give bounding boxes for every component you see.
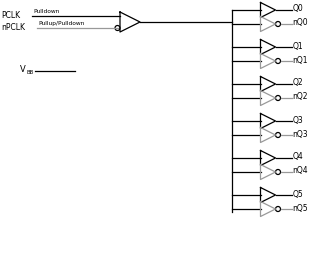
Text: nQ4: nQ4 [293,167,308,175]
Text: nQ5: nQ5 [293,204,308,212]
Text: nQ1: nQ1 [293,56,308,64]
Text: PCLK: PCLK [1,10,20,20]
Circle shape [276,169,281,175]
Text: Pullup/Pulldown: Pullup/Pulldown [38,21,84,26]
Circle shape [276,21,281,27]
Text: V: V [20,66,26,74]
Text: BB: BB [27,70,34,75]
Circle shape [115,26,120,31]
Text: Q2: Q2 [293,79,303,87]
Text: nQ2: nQ2 [293,92,308,102]
Text: nPCLK: nPCLK [1,22,25,32]
Text: nQ3: nQ3 [293,129,308,139]
Text: Q4: Q4 [293,152,303,162]
Circle shape [276,133,281,138]
Circle shape [276,206,281,211]
Text: Q0: Q0 [293,4,303,14]
Text: Pulldown: Pulldown [33,9,59,14]
Circle shape [276,96,281,100]
Text: nQ0: nQ0 [293,19,308,27]
Circle shape [276,58,281,63]
Text: Q3: Q3 [293,116,303,124]
Text: Q5: Q5 [293,189,303,199]
Text: Q1: Q1 [293,41,303,50]
